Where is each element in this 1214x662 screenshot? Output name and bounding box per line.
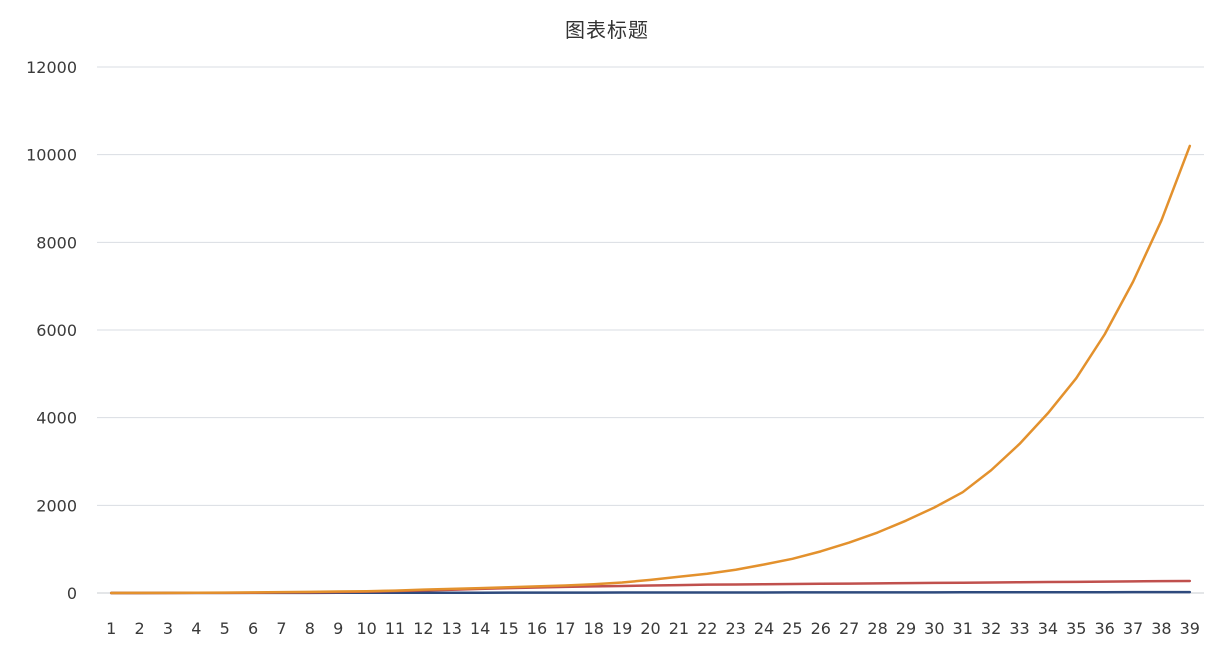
x-tick-label: 13 (442, 619, 462, 638)
x-tick-label: 7 (276, 619, 286, 638)
x-tick-label: 12 (413, 619, 433, 638)
x-tick-label: 18 (584, 619, 604, 638)
x-tick-label: 34 (1038, 619, 1058, 638)
x-tick-label: 1 (106, 619, 116, 638)
x-tick-label: 27 (839, 619, 859, 638)
y-tick-label: 12000 (26, 58, 77, 77)
chart-title: 图表标题 (565, 18, 649, 42)
x-tick-label: 22 (697, 619, 717, 638)
x-tick-label: 20 (640, 619, 660, 638)
x-tick-label: 30 (924, 619, 944, 638)
x-tick-label: 39 (1180, 619, 1200, 638)
grid-layer (97, 66, 1204, 594)
x-tick-label: 4 (191, 619, 201, 638)
x-tick-label: 19 (612, 619, 632, 638)
x-tick-label: 9 (333, 619, 343, 638)
x-tick-label: 5 (220, 619, 230, 638)
x-tick-label: 26 (811, 619, 831, 638)
x-axis-tick-labels: 1 2 3 4 5 6 7 8 9 10 11 12 13 14 15 16 17 18 19 20 21 22 23 24 2… (106, 619, 1200, 638)
x-tick-label: 10 (356, 619, 376, 638)
x-tick-label: 24 (754, 619, 774, 638)
x-tick-label: 38 (1151, 619, 1171, 638)
y-tick-label: 2000 (36, 496, 77, 515)
x-tick-label: 25 (782, 619, 802, 638)
y-tick-label: 8000 (36, 233, 77, 252)
y-tick-label: 6000 (36, 321, 77, 340)
x-tick-label: 21 (669, 619, 689, 638)
x-tick-label: 16 (527, 619, 547, 638)
y-tick-label: 10000 (26, 146, 77, 165)
series-line-1 (109, 144, 1192, 595)
x-tick-label: 37 (1123, 619, 1143, 638)
x-tick-label: 35 (1066, 619, 1086, 638)
x-tick-label: 31 (953, 619, 973, 638)
y-tick-label: 4000 (36, 409, 77, 428)
x-tick-label: 36 (1094, 619, 1114, 638)
x-tick-label: 17 (555, 619, 575, 638)
y-axis-tick-labels: 0 2000 4000 6000 8000 10000 12000 (26, 58, 77, 603)
x-tick-label: 29 (896, 619, 916, 638)
x-tick-label: 8 (305, 619, 315, 638)
x-tick-label: 33 (1009, 619, 1029, 638)
x-tick-label: 11 (385, 619, 405, 638)
x-tick-label: 23 (725, 619, 745, 638)
x-tick-label: 28 (867, 619, 887, 638)
x-tick-label: 6 (248, 619, 258, 638)
y-tick-label: 0 (67, 584, 77, 603)
x-tick-label: 3 (163, 619, 173, 638)
x-tick-label: 15 (498, 619, 518, 638)
series-layer (109, 144, 1192, 595)
x-tick-label: 14 (470, 619, 490, 638)
x-tick-label: 32 (981, 619, 1001, 638)
x-tick-label: 2 (134, 619, 144, 638)
